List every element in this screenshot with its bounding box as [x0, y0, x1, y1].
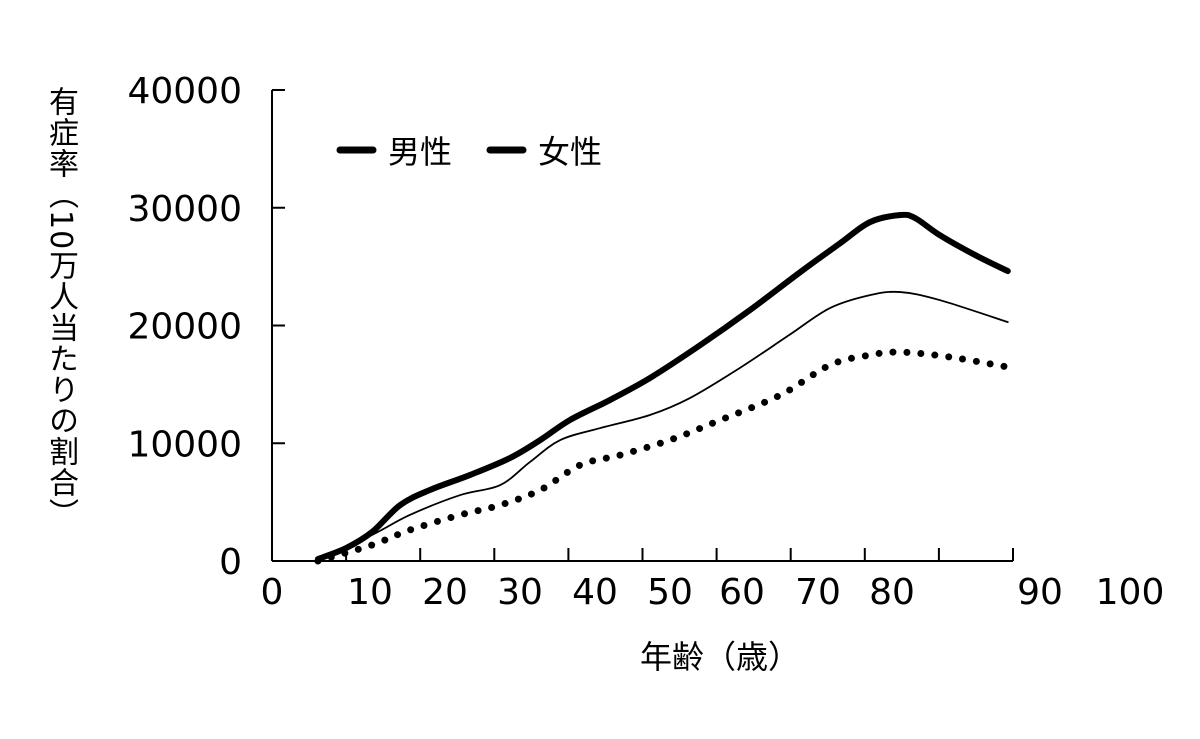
series-line-2 [317, 290, 1009, 561]
x-tick-label: 70 [795, 572, 841, 613]
y-tick-label: 0 [219, 542, 242, 583]
legend-label: 男性 [388, 133, 452, 171]
x-tick-label: 50 [647, 572, 693, 613]
x-tick-label: 40 [572, 572, 618, 613]
x-tick-label: 0 [261, 572, 284, 613]
y-tick-label: 40000 [127, 71, 242, 112]
x-tick-label: 30 [497, 572, 543, 613]
x-axis-label: 年齢（歳） [640, 638, 800, 676]
legend: 男性 女性 [336, 133, 602, 171]
y-tick-label: 10000 [127, 424, 242, 465]
series-line-3 [314, 348, 1012, 565]
x-tick-label: 10 [347, 572, 393, 613]
y-tick-label: 30000 [127, 189, 242, 230]
x-tick-label: 60 [719, 572, 765, 613]
y-tick-label: 20000 [127, 307, 242, 348]
legend-label: 女性 [538, 133, 602, 171]
y-axis-label: 有症率（10万人当たりの割合） [43, 86, 78, 530]
x-tick-label: 100 [1096, 572, 1165, 613]
x-tick-label: 20 [422, 572, 468, 613]
x-tick-label: 90 [1017, 572, 1063, 613]
x-tick-label: 80 [869, 572, 915, 613]
series-line-1 [314, 211, 1011, 562]
